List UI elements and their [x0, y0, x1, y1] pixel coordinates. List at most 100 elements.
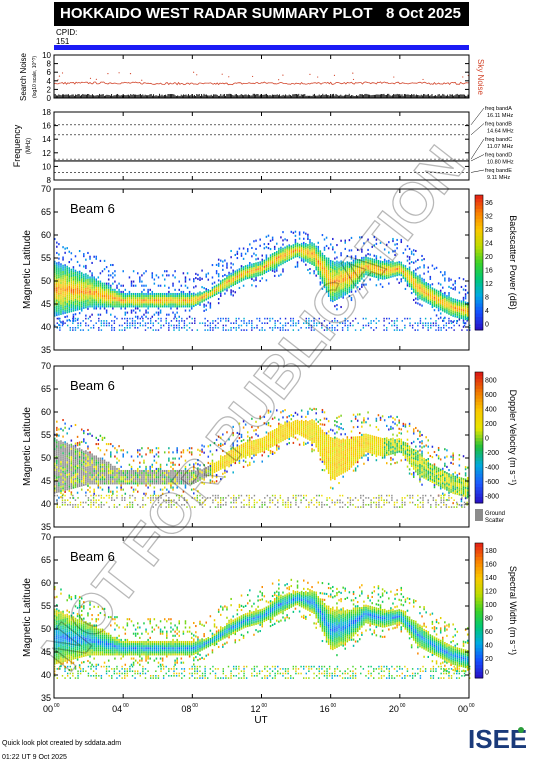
power-cell: [80, 290, 83, 293]
power-cell: [228, 271, 230, 274]
velocity-cell: [149, 472, 151, 475]
velocity-cell: [151, 469, 154, 473]
velocity-cell: [176, 469, 178, 473]
power-cell: [174, 305, 176, 308]
power-cell: [361, 256, 363, 259]
velocity-cell: [116, 467, 118, 470]
noise-spike: [193, 71, 195, 73]
power-cell: [101, 299, 104, 302]
velocity-cell: [143, 492, 145, 495]
power-cell: [151, 295, 154, 298]
velocity-cell: [139, 478, 141, 481]
velocity-cell: [130, 478, 133, 481]
power-cell: [263, 259, 266, 262]
power-cell: [60, 273, 62, 276]
velocity-cell: [195, 470, 197, 473]
power-cell: [309, 241, 311, 244]
power-cell: [303, 258, 305, 261]
power-cell: [419, 276, 421, 279]
power-cell: [224, 286, 226, 289]
power-cell: [66, 288, 68, 291]
velocity-cell: [226, 470, 228, 473]
velocity-cell: [242, 420, 245, 423]
velocity-cell: [186, 476, 189, 479]
power-cell: [83, 273, 85, 276]
velocity-cell: [130, 486, 133, 489]
velocity-cell: [58, 488, 60, 491]
power-cell: [321, 277, 324, 280]
velocity-cell: [261, 460, 263, 463]
velocity-cell: [151, 451, 154, 454]
power-cell: [128, 303, 131, 306]
power-cell: [124, 301, 127, 304]
power-cell: [174, 315, 176, 318]
power-cell: [170, 303, 172, 306]
power-cell: [334, 294, 336, 297]
velocity-cell: [89, 480, 91, 483]
power-cell: [433, 288, 436, 291]
power-ground-cell: [282, 327, 284, 329]
velocity-cell: [105, 469, 108, 473]
power-cell: [394, 268, 396, 271]
velocity-cell: [203, 464, 205, 467]
power-colorbar-label: Backscatter Power (dB): [508, 215, 518, 310]
power-ground-cell: [157, 317, 160, 320]
velocity-cell: [95, 455, 97, 458]
velocity-cell: [224, 469, 226, 472]
power-cell: [159, 297, 162, 300]
velocity-cell: [83, 469, 85, 472]
velocity-cell: [213, 481, 216, 484]
power-cell: [246, 272, 249, 275]
velocity-cell: [118, 459, 120, 462]
power-ytick-label-7: 70: [41, 184, 51, 194]
velocity-cell: [64, 426, 66, 429]
velocity-cell: [93, 459, 95, 462]
power-cell: [336, 283, 338, 286]
power-cell: [356, 282, 359, 285]
power-cell: [103, 284, 106, 287]
power-cell: [236, 279, 239, 282]
velocity-cell: [263, 422, 266, 425]
velocity-cell: [163, 480, 166, 483]
power-cell: [354, 271, 357, 274]
velocity-cell: [130, 482, 133, 485]
velocity-cell: [56, 435, 58, 438]
power-ground-cell: [173, 317, 175, 320]
velocity-cell: [103, 465, 106, 468]
velocity-cell: [211, 465, 214, 468]
power-ground-cell: [61, 322, 64, 324]
velocity-cell: [103, 467, 106, 470]
power-cell: [371, 274, 373, 277]
power-cell: [371, 266, 373, 269]
power-cell: [255, 274, 257, 277]
power-ground-cell: [227, 320, 230, 322]
power-cell: [174, 288, 176, 291]
power-cell: [323, 261, 326, 264]
power-cell: [251, 265, 253, 268]
power-cell: [166, 313, 168, 316]
power-cell: [244, 265, 247, 268]
power-colorbar-seg: [475, 195, 483, 199]
velocity-cell: [107, 467, 110, 470]
power-cell: [388, 241, 390, 244]
velocity-cell: [60, 452, 62, 455]
power-cell: [93, 295, 95, 298]
power-cell: [205, 298, 207, 301]
power-cell: [329, 264, 332, 267]
velocity-cell: [246, 447, 249, 450]
power-ground-cell: [437, 324, 440, 327]
power-cell: [168, 286, 170, 289]
velocity-cell: [267, 455, 270, 458]
power-cell: [74, 273, 77, 276]
power-cell: [419, 284, 421, 287]
velocity-cell: [122, 472, 124, 475]
power-cell: [282, 268, 284, 271]
power-cell: [379, 283, 382, 286]
velocity-cell: [80, 480, 83, 483]
power-cell: [122, 284, 124, 287]
power-ground-cell: [212, 329, 214, 331]
velocity-cell: [147, 486, 149, 489]
power-cell: [284, 258, 286, 262]
velocity-cell: [112, 478, 114, 481]
velocity-cell: [91, 482, 93, 485]
